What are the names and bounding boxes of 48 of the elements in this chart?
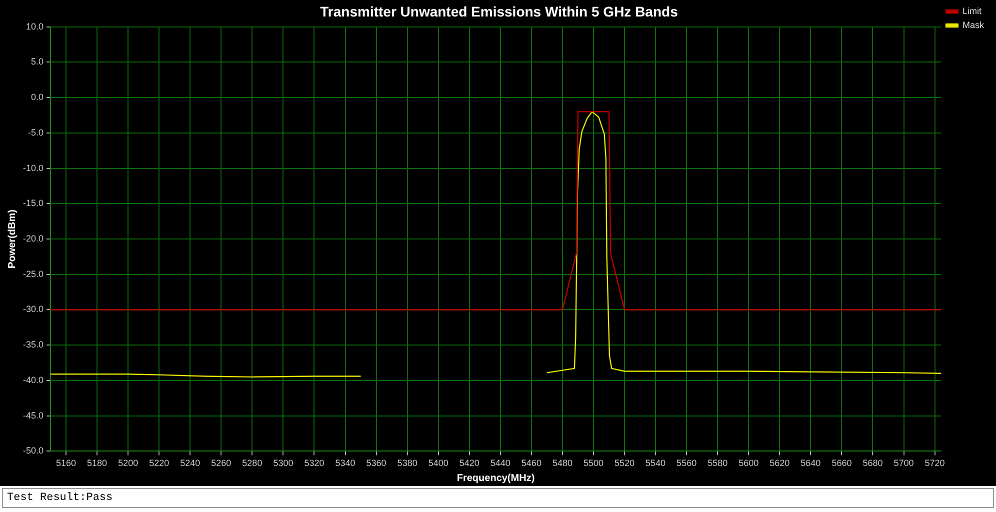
x-axis-title: Frequency(MHz) xyxy=(456,472,535,484)
legend-label: Mask xyxy=(962,20,984,30)
x-tick-label: 5560 xyxy=(676,458,697,468)
x-tick-label: 5440 xyxy=(490,458,510,468)
y-tick-label: -10.0 xyxy=(23,162,44,173)
x-tick-label: 5340 xyxy=(335,458,356,468)
x-tick-label: 5420 xyxy=(459,458,480,468)
x-tick-label: 5460 xyxy=(521,458,542,468)
y-axis-title: Power(dBm) xyxy=(6,210,18,268)
text: Test Result:Pass xyxy=(2,488,994,508)
x-tick-label: 5220 xyxy=(149,458,170,468)
y-tick-label: -25.0 xyxy=(23,268,44,279)
y-tick-label: -40.0 xyxy=(23,374,44,385)
y-tick-label: -35.0 xyxy=(23,340,44,350)
y-tick-label: -15.0 xyxy=(23,198,44,208)
x-tick-label: 5400 xyxy=(428,458,448,468)
x-tick-label: 5180 xyxy=(87,458,108,468)
x-tick-label: 5700 xyxy=(894,458,914,468)
y-tick-label: -45.0 xyxy=(23,410,44,420)
x-tick-label: 5320 xyxy=(304,458,324,468)
x-tick-label: 5520 xyxy=(614,458,635,468)
x-tick-label: 5660 xyxy=(832,458,852,468)
y-tick-label: -50.0 xyxy=(23,446,44,456)
x-tick-label: 5500 xyxy=(583,458,604,468)
y-tick-label: -5.0 xyxy=(28,127,44,138)
x-tick-label: 5380 xyxy=(397,458,418,468)
y-tick-label: -20.0 xyxy=(23,233,44,244)
x-tick-label: 5600 xyxy=(738,458,759,468)
x-tick-label: 5680 xyxy=(862,458,883,468)
x-tick-label: 5540 xyxy=(646,458,666,468)
x-tick-label: 5720 xyxy=(924,458,945,468)
x-tick-label: 5580 xyxy=(708,458,728,468)
x-tick-label: 5240 xyxy=(180,458,200,468)
x-tick-label: 5360 xyxy=(366,458,386,468)
x-tick-label: 5620 xyxy=(770,458,790,468)
y-tick-label: 5.0 xyxy=(31,56,44,67)
x-tick-label: 5260 xyxy=(211,458,232,468)
x-tick-label: 5480 xyxy=(552,458,572,468)
y-tick-label: 10.0 xyxy=(26,21,44,32)
x-tick-label: 5300 xyxy=(273,458,294,468)
chart-title: Transmitter Unwanted Emissions Within 5 GHz Bands xyxy=(320,3,678,20)
x-tick-label: 5280 xyxy=(242,458,262,468)
x-tick-label: 5640 xyxy=(800,458,821,468)
x-tick-label: 5160 xyxy=(56,458,76,468)
legend-label: Limit xyxy=(962,6,982,16)
y-tick-label: -30.0 xyxy=(23,304,44,314)
y-tick-label: 0.0 xyxy=(31,92,44,102)
x-tick-label: 5200 xyxy=(118,458,138,468)
